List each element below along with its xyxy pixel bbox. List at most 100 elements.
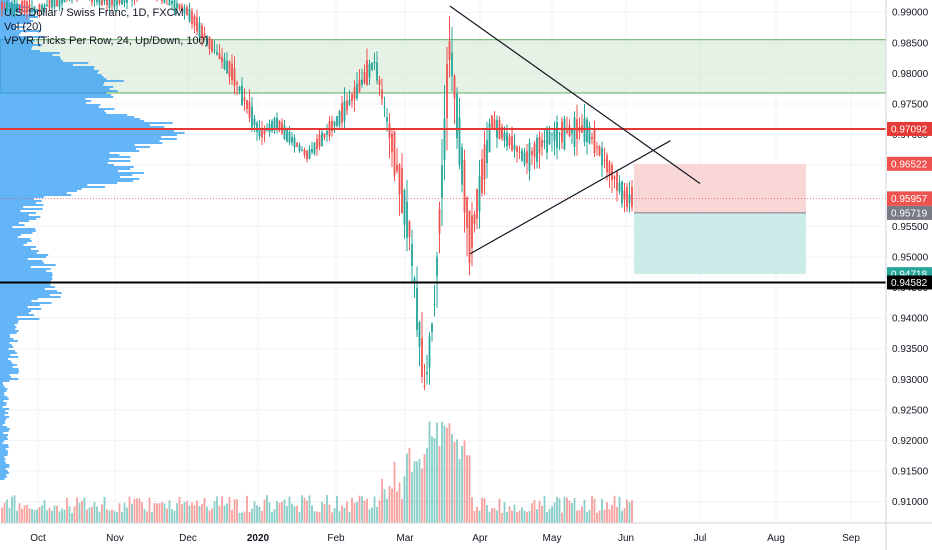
candle [518, 151, 521, 153]
volume-bar [371, 507, 373, 523]
volume-bar [626, 499, 628, 523]
candle [531, 151, 533, 155]
volume-bar [6, 499, 8, 523]
volume-bar [233, 499, 236, 523]
candle [296, 142, 298, 147]
volume-bar [63, 509, 66, 523]
volume-bar [401, 498, 403, 523]
volume-profile-row [0, 396, 8, 398]
candle [453, 75, 456, 99]
volume-bar [301, 495, 303, 523]
volume-profile-row [0, 158, 110, 160]
volume-profile-row [0, 452, 9, 454]
price-tick-label: 0.95500 [892, 222, 929, 233]
candle [543, 140, 546, 143]
volume-bar [16, 510, 18, 523]
candle [466, 197, 468, 229]
volume-bar [183, 502, 186, 523]
volume-indicator-label[interactable]: Vol (20) [4, 21, 42, 33]
volume-bar [473, 510, 476, 523]
volume-profile-row [0, 78, 107, 80]
volume-profile-row [0, 390, 7, 392]
volume-profile-row [0, 68, 94, 70]
candle [211, 40, 213, 52]
volume-bar [431, 436, 433, 523]
volume-bar [123, 502, 126, 523]
volume-profile-row [0, 458, 6, 460]
volume-profile-row [0, 296, 61, 298]
volume-bar [41, 505, 43, 523]
volume-bar [506, 511, 508, 523]
volume-profile-row [0, 18, 30, 20]
time-tick-label: May [543, 533, 562, 544]
candle [603, 159, 606, 161]
volume-profile-row [0, 206, 24, 208]
volume-profile-row [0, 478, 5, 480]
candle [13, 0, 16, 15]
candle [351, 94, 353, 102]
volume-bar [386, 498, 388, 523]
volume-bar [373, 496, 376, 523]
volume-profile-row [0, 446, 9, 448]
volume-bar [51, 510, 53, 523]
volume-profile-row [0, 410, 6, 412]
volume-profile-row [0, 456, 5, 458]
volume-profile-row [0, 298, 38, 300]
volume-profile-row [0, 384, 4, 386]
volume-bar [118, 503, 121, 523]
candle [551, 134, 553, 136]
candle [46, 4, 48, 7]
volume-profile-row [0, 210, 21, 212]
volume-profile-row [0, 44, 42, 46]
volume-profile-row [0, 222, 19, 224]
volume-profile-row [0, 242, 27, 244]
candle [18, 6, 21, 8]
trendline-upper [449, 5, 701, 184]
volume-profile-row [0, 316, 17, 318]
volume-bar [273, 509, 276, 523]
volume-bar [561, 512, 563, 523]
vpvr-indicator-label[interactable]: VPVR (Ticks Per Row, 24, Up/Down, 100) [4, 35, 209, 47]
volume-bar [276, 501, 278, 523]
volume-profile-row [0, 160, 131, 162]
volume-profile-row [0, 388, 8, 390]
candle [606, 155, 608, 173]
volume-profile-row [0, 448, 6, 450]
volume-profile-row [0, 112, 107, 114]
volume-bar [158, 503, 161, 523]
candle [113, 0, 116, 8]
candle [381, 89, 383, 100]
volume-profile-row [0, 320, 19, 322]
volume-bar [588, 509, 591, 523]
volume-profile-row [0, 334, 10, 336]
volume-bar [383, 489, 386, 523]
volume-profile-row [0, 406, 3, 408]
volume-bar [71, 512, 73, 523]
support-price-tag-bg [887, 275, 932, 290]
candle [6, 2, 8, 12]
volume-bar [251, 508, 253, 523]
volume-bar [248, 511, 251, 523]
candle [451, 52, 453, 77]
volume-profile-row [0, 438, 8, 440]
volume-profile-row [0, 394, 5, 396]
volume-bar [613, 495, 616, 523]
candle [536, 137, 538, 162]
volume-profile-row [0, 306, 28, 308]
volume-profile-row [0, 104, 101, 106]
symbol-title[interactable]: U.S. Dollar / Swiss Franc, 1D, FXCM [4, 7, 184, 19]
volume-profile-row [0, 48, 32, 50]
volume-bar [358, 495, 361, 523]
volume-bar [216, 496, 218, 523]
volume-bar [533, 499, 536, 523]
candle [248, 101, 251, 118]
volume-bar [553, 502, 556, 523]
volume-profile-row [0, 254, 49, 256]
volume-profile-row [0, 342, 10, 344]
volume-bar [83, 497, 86, 523]
volume-profile-row [0, 216, 41, 218]
volume-bar [293, 506, 296, 523]
volume-bar [466, 455, 468, 523]
volume-bar [91, 506, 93, 523]
